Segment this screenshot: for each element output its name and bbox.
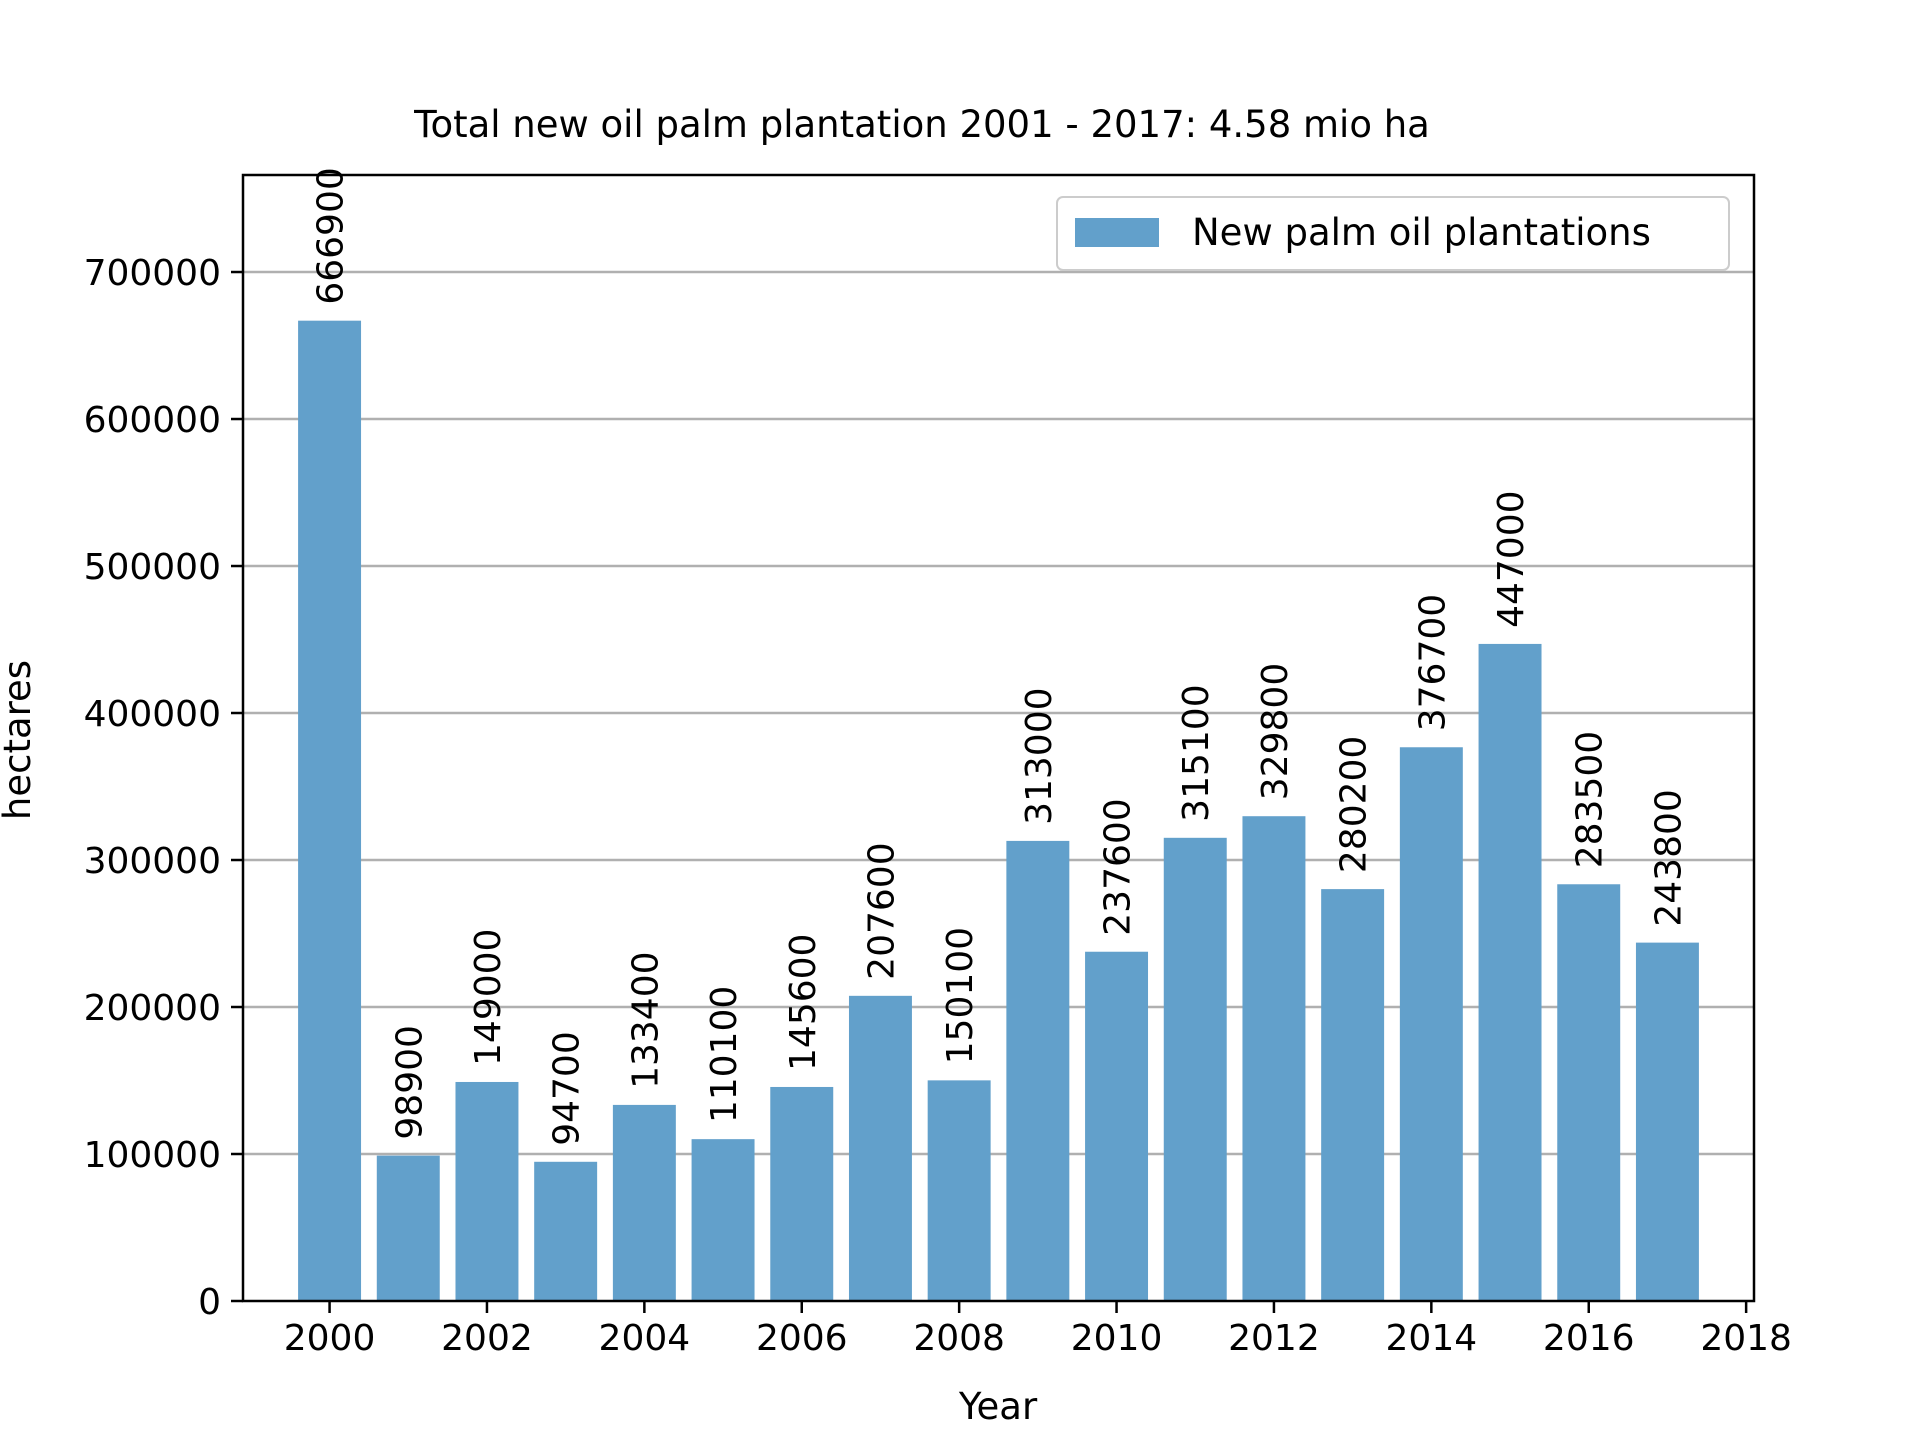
y-axis-ticks: 0 100000 200000 300000 400000 500000 600000 700… bbox=[84, 253, 243, 1323]
legend-frame bbox=[1056, 196, 1730, 271]
x-tick-label: 2014 bbox=[1386, 1318, 1478, 1359]
bar-value-label: 98900 bbox=[389, 1025, 430, 1140]
bar bbox=[691, 1139, 755, 1301]
bar-value-label: 110100 bbox=[704, 986, 745, 1123]
y-tick-label: 0 bbox=[198, 1282, 221, 1323]
bar bbox=[848, 995, 912, 1301]
bar bbox=[612, 1104, 676, 1301]
x-tick-label: 2006 bbox=[756, 1318, 848, 1359]
bars bbox=[298, 320, 1699, 1301]
bar-value-label: 145600 bbox=[783, 934, 824, 1071]
bar-value-label: 447000 bbox=[1491, 490, 1532, 627]
x-tick-label: 2018 bbox=[1700, 1318, 1792, 1359]
x-tick-label: 2004 bbox=[599, 1318, 691, 1359]
bar-value-label: 329800 bbox=[1255, 663, 1296, 800]
bar bbox=[455, 1081, 519, 1301]
y-tick-label: 400000 bbox=[84, 694, 221, 735]
x-tick-label: 2008 bbox=[913, 1318, 1005, 1359]
chart-title: Total new oil palm plantation 2001 - 201… bbox=[413, 103, 1430, 146]
bar-value-label: 243800 bbox=[1648, 789, 1689, 926]
bar bbox=[376, 1155, 440, 1301]
legend-label: New palm oil plantations bbox=[1192, 211, 1651, 254]
bar-value-label: 207600 bbox=[861, 842, 902, 979]
bar-value-label: 280200 bbox=[1334, 736, 1375, 873]
bar bbox=[298, 320, 362, 1301]
x-tick-label: 2010 bbox=[1071, 1318, 1163, 1359]
bar bbox=[1478, 643, 1542, 1301]
bar bbox=[1321, 889, 1385, 1301]
bar bbox=[1242, 816, 1306, 1301]
bar bbox=[770, 1086, 834, 1301]
bar bbox=[1163, 837, 1227, 1301]
y-axis-label: hectares bbox=[0, 660, 39, 820]
bar-value-label: 149000 bbox=[468, 929, 509, 1066]
bar bbox=[1635, 942, 1699, 1301]
plot-area-frame bbox=[241, 173, 1756, 1303]
y-tick-label: 300000 bbox=[84, 841, 221, 882]
x-axis-ticks: 2000 2002 2004 2006 2008 2010 2012 2014 2016 2018 bbox=[284, 1301, 1792, 1359]
bar-value-labels: 666900 98900 149000 94700 133400 110100 145600… bbox=[311, 167, 1690, 1146]
x-tick-label: 2000 bbox=[284, 1318, 376, 1359]
bar-value-label: 150100 bbox=[940, 927, 981, 1064]
bar bbox=[1399, 747, 1463, 1301]
bar-value-label: 313000 bbox=[1019, 687, 1060, 824]
x-axis-label: Year bbox=[958, 1385, 1038, 1428]
bar-value-label: 94700 bbox=[547, 1031, 588, 1146]
y-tick-label: 100000 bbox=[84, 1135, 221, 1176]
bar-value-label: 237600 bbox=[1098, 798, 1139, 935]
x-tick-label: 2016 bbox=[1543, 1318, 1635, 1359]
bar bbox=[1006, 840, 1070, 1301]
x-tick-label: 2002 bbox=[441, 1318, 533, 1359]
legend: New palm oil plantations bbox=[1056, 196, 1730, 271]
bar-value-label: 283500 bbox=[1570, 731, 1611, 868]
y-tick-label: 500000 bbox=[84, 547, 221, 588]
bar bbox=[1085, 951, 1149, 1301]
bar-value-label: 666900 bbox=[311, 167, 352, 304]
legend-swatch bbox=[1075, 218, 1159, 247]
bar bbox=[927, 1080, 991, 1301]
bar-value-label: 133400 bbox=[625, 951, 666, 1088]
grid-lines bbox=[243, 270, 1754, 1156]
bar-value-label: 315100 bbox=[1176, 684, 1217, 821]
y-tick-label: 700000 bbox=[84, 253, 221, 294]
bar bbox=[1557, 884, 1621, 1301]
y-tick-label: 200000 bbox=[84, 988, 221, 1029]
bar bbox=[534, 1161, 598, 1301]
bar-value-label: 376700 bbox=[1412, 594, 1453, 731]
y-tick-label: 600000 bbox=[84, 400, 221, 441]
x-tick-label: 2012 bbox=[1228, 1318, 1320, 1359]
